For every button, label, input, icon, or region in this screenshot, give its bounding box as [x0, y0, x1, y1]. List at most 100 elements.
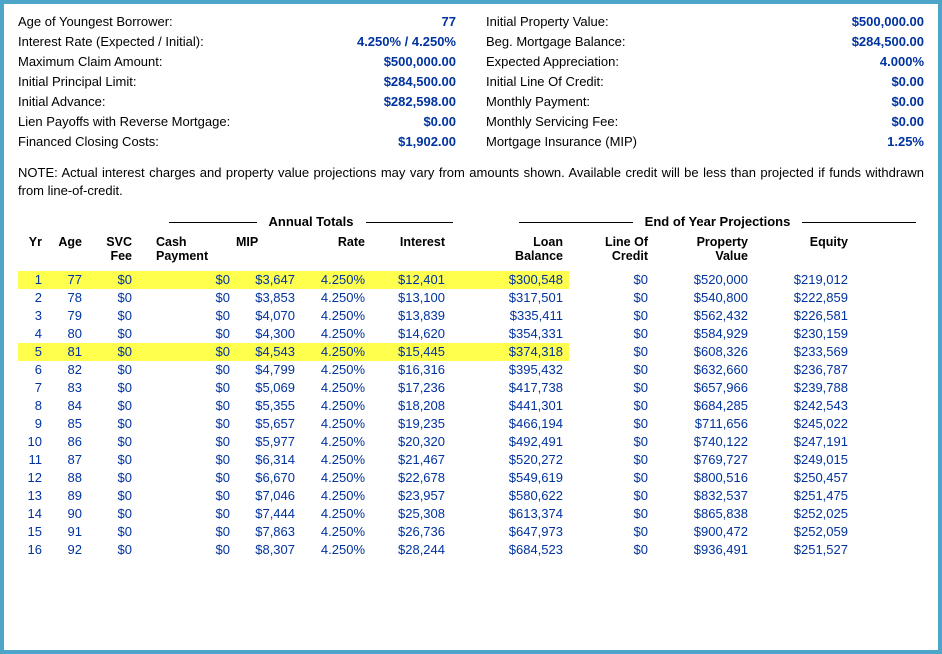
table-body: 177$0$0$3,6474.250%$12,401$300,548$0$520… [18, 271, 924, 559]
cell-loc: $0 [569, 307, 654, 325]
cell-mip: $4,799 [236, 361, 301, 379]
cell-int: $15,445 [371, 343, 451, 361]
cell-int: $18,208 [371, 397, 451, 415]
summary-label: Age of Youngest Borrower: [18, 12, 173, 32]
cell-lb: $417,738 [469, 379, 569, 397]
summary-value: 4.000% [880, 52, 924, 72]
cell-age: 82 [48, 361, 88, 379]
cell-eq: $247,191 [754, 433, 854, 451]
cell-rate: 4.250% [301, 343, 371, 361]
cell-lb: $335,411 [469, 307, 569, 325]
cell-age: 90 [48, 505, 88, 523]
summary-label: Initial Property Value: [486, 12, 609, 32]
cell-pv: $608,326 [654, 343, 754, 361]
cell-svc: $0 [88, 415, 138, 433]
cell-yr: 11 [18, 451, 48, 469]
cell-pv: $540,800 [654, 289, 754, 307]
summary-label: Initial Line Of Credit: [486, 72, 604, 92]
cell-lb: $520,272 [469, 451, 569, 469]
cell-yr: 4 [18, 325, 48, 343]
cell-yr: 15 [18, 523, 48, 541]
cell-cash: $0 [156, 487, 236, 505]
summary-left-row: Age of Youngest Borrower:77 [18, 12, 456, 32]
cell-loc: $0 [569, 523, 654, 541]
cell-pv: $740,122 [654, 433, 754, 451]
cell-mip: $5,069 [236, 379, 301, 397]
amortization-sheet: Age of Youngest Borrower:77Interest Rate… [0, 0, 942, 654]
cell-svc: $0 [88, 433, 138, 451]
summary-right-row: Monthly Servicing Fee:$0.00 [486, 112, 924, 132]
note-text: NOTE: Actual interest charges and proper… [18, 164, 924, 200]
cell-int: $17,236 [371, 379, 451, 397]
cell-age: 79 [48, 307, 88, 325]
cell-eq: $222,859 [754, 289, 854, 307]
summary-value: 4.250% / 4.250% [357, 32, 456, 52]
summary-label: Financed Closing Costs: [18, 132, 159, 152]
cell-svc: $0 [88, 487, 138, 505]
cell-mip: $8,307 [236, 541, 301, 559]
cell-svc: $0 [88, 361, 138, 379]
cell-pv: $520,000 [654, 271, 754, 289]
cell-int: $28,244 [371, 541, 451, 559]
group-b-label: End of Year Projections [641, 214, 795, 229]
cell-age: 77 [48, 271, 88, 289]
cell-int: $19,235 [371, 415, 451, 433]
table-row: 1389$0$0$7,0464.250%$23,957$580,622$0$83… [18, 487, 924, 505]
cell-loc: $0 [569, 325, 654, 343]
cell-loc: $0 [569, 487, 654, 505]
cell-yr: 9 [18, 415, 48, 433]
cell-int: $23,957 [371, 487, 451, 505]
cell-age: 81 [48, 343, 88, 361]
cell-rate: 4.250% [301, 541, 371, 559]
cell-lb: $395,432 [469, 361, 569, 379]
summary-left-row: Lien Payoffs with Reverse Mortgage:$0.00 [18, 112, 456, 132]
cell-rate: 4.250% [301, 325, 371, 343]
summary-value: $0.00 [891, 112, 924, 132]
cell-int: $21,467 [371, 451, 451, 469]
cell-mip: $7,444 [236, 505, 301, 523]
summary-label: Monthly Payment: [486, 92, 590, 112]
cell-age: 80 [48, 325, 88, 343]
cell-pv: $936,491 [654, 541, 754, 559]
cell-cash: $0 [156, 433, 236, 451]
cell-pv: $865,838 [654, 505, 754, 523]
cell-int: $12,401 [371, 271, 451, 289]
cell-lb: $300,548 [469, 271, 569, 289]
summary-label: Lien Payoffs with Reverse Mortgage: [18, 112, 230, 132]
cell-eq: $245,022 [754, 415, 854, 433]
cell-svc: $0 [88, 541, 138, 559]
table-row: 783$0$0$5,0694.250%$17,236$417,738$0$657… [18, 379, 924, 397]
cell-pv: $769,727 [654, 451, 754, 469]
cell-mip: $5,355 [236, 397, 301, 415]
cell-svc: $0 [88, 325, 138, 343]
hdr-svc: SVCFee [88, 235, 138, 263]
cell-rate: 4.250% [301, 415, 371, 433]
cell-age: 89 [48, 487, 88, 505]
summary-value: $500,000.00 [384, 52, 456, 72]
cell-age: 85 [48, 415, 88, 433]
hdr-cash: CashPayment [156, 235, 236, 263]
group-eoy-projections: End of Year Projections [511, 214, 924, 229]
summary-right-col: Initial Property Value:$500,000.00Beg. M… [486, 12, 924, 152]
cell-yr: 16 [18, 541, 48, 559]
cell-pv: $800,516 [654, 469, 754, 487]
summary-section: Age of Youngest Borrower:77Interest Rate… [18, 12, 924, 152]
summary-value: 1.25% [887, 132, 924, 152]
group-annual-totals: Annual Totals [161, 214, 461, 229]
cell-eq: $233,569 [754, 343, 854, 361]
cell-pv: $584,929 [654, 325, 754, 343]
cell-lb: $466,194 [469, 415, 569, 433]
cell-rate: 4.250% [301, 379, 371, 397]
cell-rate: 4.250% [301, 361, 371, 379]
cell-age: 78 [48, 289, 88, 307]
cell-lb: $492,491 [469, 433, 569, 451]
cell-cash: $0 [156, 325, 236, 343]
cell-mip: $5,977 [236, 433, 301, 451]
cell-yr: 14 [18, 505, 48, 523]
summary-left-row: Initial Advance:$282,598.00 [18, 92, 456, 112]
group-a-label: Annual Totals [265, 214, 358, 229]
table-row: 1086$0$0$5,9774.250%$20,320$492,491$0$74… [18, 433, 924, 451]
summary-label: Beg. Mortgage Balance: [486, 32, 625, 52]
cell-int: $16,316 [371, 361, 451, 379]
cell-mip: $3,853 [236, 289, 301, 307]
